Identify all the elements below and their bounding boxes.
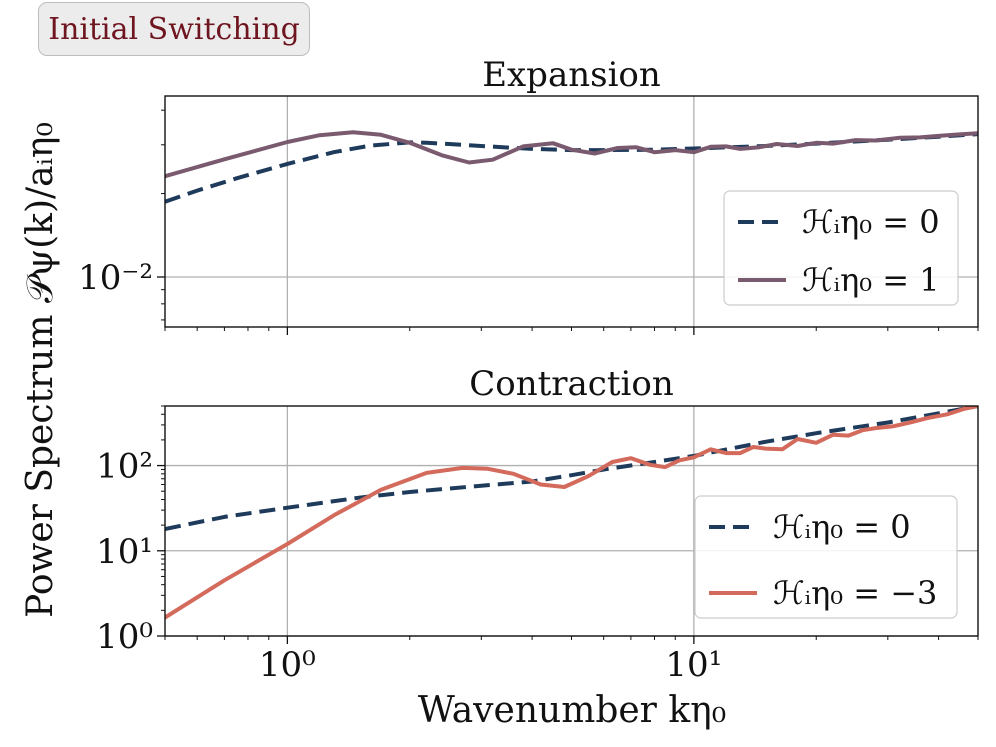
y-tick-label: 10²: [96, 447, 153, 487]
legend: ℋᵢη₀ = 0 ℋᵢη₀ = −3: [694, 495, 958, 619]
y-tick-label: 10⁰: [96, 617, 153, 657]
series-line-solid: [165, 406, 978, 620]
axes-frame: [164, 95, 979, 328]
legend-label: ℋᵢη₀ = 1: [802, 261, 940, 299]
panel-expansion: Expansion 10⁻² ℋᵢη₀ = 0 ℋᵢη₀ = 1: [78, 55, 979, 335]
legend-box: [723, 190, 959, 306]
legend: ℋᵢη₀ = 0 ℋᵢη₀ = 1: [723, 190, 959, 306]
legend-box: [694, 495, 958, 619]
y-tick-label: 10⁻²: [78, 258, 153, 298]
panel-title: Contraction: [469, 364, 674, 404]
x-axis-label: Wavenumber kη₀: [418, 690, 726, 731]
legend-label: ℋᵢη₀ = 0: [773, 508, 911, 546]
axes-frame: [164, 405, 979, 637]
legend-label: ℋᵢη₀ = −3: [773, 574, 937, 612]
y-tick-label: 10¹: [96, 532, 153, 572]
series-line-solid: [165, 130, 978, 179]
panel-title: Expansion: [482, 55, 661, 95]
x-tick-label: 10¹: [665, 645, 722, 685]
y-axis-label: Power Spectrum 𝒫ψ(k)/aᵢη₀: [20, 122, 61, 618]
initial-switching-badge: Initial Switching: [38, 2, 310, 56]
legend-label: ℋᵢη₀ = 0: [802, 203, 940, 241]
x-tick-label: 10⁰: [259, 645, 316, 685]
